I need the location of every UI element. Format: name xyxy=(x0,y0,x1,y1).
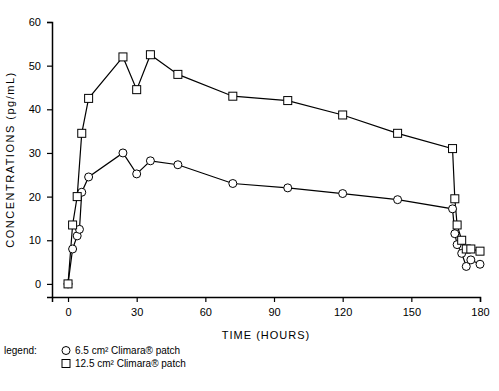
tick-label: 30 xyxy=(29,147,41,159)
marker xyxy=(133,86,141,94)
tick-label: 120 xyxy=(334,306,352,318)
tick-label: 10 xyxy=(29,234,41,246)
tick-mark xyxy=(205,297,206,302)
tick: 10 xyxy=(29,234,52,246)
tick-mark xyxy=(47,22,52,23)
marker xyxy=(133,170,141,178)
data-area xyxy=(64,51,484,288)
tick-label: 0 xyxy=(35,278,41,290)
tick-label: 60 xyxy=(29,16,41,28)
x-axis: 0 30 60 90 120 150 180 xyxy=(53,297,490,318)
marker xyxy=(476,260,484,268)
marker xyxy=(284,97,292,105)
tick-mark xyxy=(68,297,69,302)
marker xyxy=(85,94,93,102)
legend-symbol xyxy=(62,347,70,355)
marker xyxy=(284,184,292,192)
legend-symbol xyxy=(62,360,70,368)
tick: 0 xyxy=(35,278,52,290)
tick-mark xyxy=(343,297,344,302)
tick: 30 xyxy=(131,297,143,318)
marker xyxy=(64,280,72,288)
marker xyxy=(146,157,154,165)
tick-mark xyxy=(47,284,52,285)
marker xyxy=(449,145,457,153)
tick: 60 xyxy=(29,16,52,28)
plot: 0 30 60 90 120 150 180 0 10 20 30 40 50 60 xyxy=(29,16,490,318)
legend: legend: 6.5 cm² Climara® patch 12.5 cm² Cl… xyxy=(4,345,186,369)
tick-label: 60 xyxy=(200,306,212,318)
tick-mark xyxy=(47,240,52,241)
tick-mark xyxy=(480,297,481,302)
marker xyxy=(73,193,81,201)
marker xyxy=(69,245,77,253)
tick-mark xyxy=(47,197,52,198)
tick-mark xyxy=(47,66,52,67)
tick-label: 40 xyxy=(29,103,41,115)
tick-label: 20 xyxy=(29,191,41,203)
legend-title: legend: xyxy=(4,345,37,356)
marker xyxy=(339,111,347,119)
marker xyxy=(146,51,154,59)
tick-label: 0 xyxy=(65,306,71,318)
marker xyxy=(174,70,182,78)
tick-label: 150 xyxy=(403,306,421,318)
marker xyxy=(339,190,347,198)
tick: 180 xyxy=(471,297,489,318)
marker xyxy=(449,205,457,213)
marker xyxy=(458,236,466,244)
tick-mark xyxy=(411,297,412,302)
marker xyxy=(78,129,86,137)
marker xyxy=(467,256,475,264)
tick-mark xyxy=(47,153,52,154)
marker xyxy=(85,173,93,181)
x-axis-title: TIME (HOURS) xyxy=(222,329,310,341)
marker xyxy=(229,180,237,188)
tick-mark xyxy=(137,297,138,302)
marker xyxy=(69,221,77,229)
marker xyxy=(119,53,127,61)
axis-line xyxy=(53,298,481,303)
marker xyxy=(394,129,402,137)
marker xyxy=(453,221,461,229)
tick: 50 xyxy=(29,60,52,72)
marker xyxy=(174,161,182,169)
tick-mark xyxy=(274,297,275,302)
series-line xyxy=(68,55,480,284)
marker xyxy=(467,245,475,253)
tick-label: 180 xyxy=(471,306,489,318)
tick-label: 90 xyxy=(268,306,280,318)
tick: 20 xyxy=(29,191,52,203)
tick: 150 xyxy=(403,297,421,318)
y-axis-title: CONCENTRATIONS (pg/mL) xyxy=(4,71,16,247)
marker xyxy=(394,196,402,204)
legend-label: 12.5 cm² Climara® patch xyxy=(75,358,186,369)
marker xyxy=(229,92,237,100)
series-line xyxy=(68,153,480,284)
chart: 0 30 60 90 120 150 180 0 10 20 30 40 50 60 TIME (HOURS… xyxy=(0,0,499,391)
marker xyxy=(451,195,459,203)
legend-label: 6.5 cm² Climara® patch xyxy=(75,345,180,356)
axis-line xyxy=(47,23,53,298)
tick-label: 50 xyxy=(29,60,41,72)
tick: 120 xyxy=(334,297,352,318)
marker xyxy=(119,149,127,157)
tick: 40 xyxy=(29,103,52,115)
tick: 90 xyxy=(268,297,280,318)
marker xyxy=(64,280,72,288)
tick: 0 xyxy=(65,297,71,318)
tick-mark xyxy=(47,109,52,110)
tick: 60 xyxy=(200,297,212,318)
y-axis: 0 10 20 30 40 50 60 xyxy=(29,16,53,297)
marker xyxy=(476,247,484,255)
tick-label: 30 xyxy=(131,306,143,318)
tick: 30 xyxy=(29,147,52,159)
